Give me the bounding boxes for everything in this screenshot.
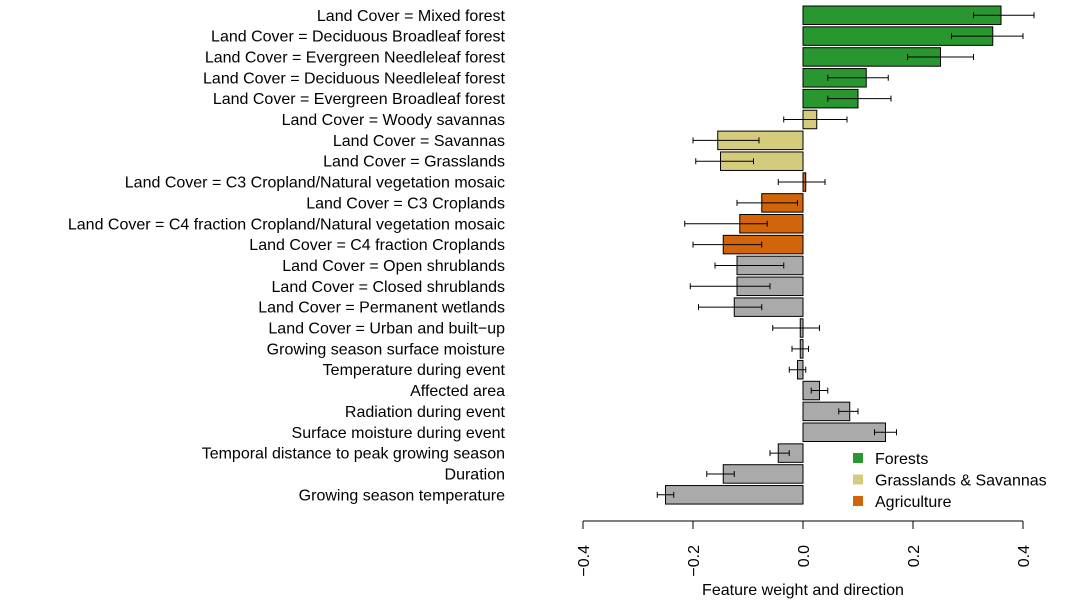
legend-label: Agriculture <box>875 494 952 511</box>
category-labels: Land Cover = Mixed forest Land Cover = De… <box>68 8 506 505</box>
category-label: Land Cover = Permanent wetlands <box>258 300 505 317</box>
category-label: Land Cover = Mixed forest <box>317 8 506 25</box>
x-axis: −0.4 −0.2 0.0 0.2 0.4 <box>576 520 1033 577</box>
legend-swatch <box>853 496 863 506</box>
category-label: Duration <box>445 466 505 483</box>
category-label: Land Cover = C4 fraction Cropland/Natura… <box>68 216 505 233</box>
bar <box>802 422 886 442</box>
category-label: Surface moisture during event <box>292 425 506 442</box>
category-label: Land Cover = Woody savannas <box>282 112 505 129</box>
category-label: Land Cover = Savannas <box>333 133 505 150</box>
category-label: Growing season surface moisture <box>267 341 505 358</box>
category-label: Temperature during event <box>323 362 506 379</box>
x-tick-label: 0.0 <box>796 545 813 567</box>
x-tick-label: −0.2 <box>686 545 703 577</box>
category-label: Affected area <box>410 383 505 400</box>
category-label: Land Cover = C3 Cropland/Natural vegetat… <box>125 175 505 192</box>
category-label: Land Cover = C4 fraction Croplands <box>249 237 505 254</box>
legend-swatch <box>853 453 863 463</box>
category-label: Land Cover = C3 Croplands <box>306 195 505 212</box>
category-label: Land Cover = Evergreen Needleleaf forest <box>205 49 506 66</box>
legend-swatch <box>853 474 863 485</box>
bar <box>722 464 804 484</box>
x-tick-label: −0.4 <box>576 545 593 577</box>
legend-label: Forests <box>875 451 928 468</box>
bars-layer <box>656 5 1035 505</box>
category-label: Land Cover = Open shrublands <box>282 258 505 275</box>
category-label: Land Cover = Grasslands <box>323 154 505 171</box>
x-tick-label: 0.2 <box>906 545 923 567</box>
category-label: Land Cover = Deciduous Broadleaf forest <box>211 29 506 46</box>
x-axis-title: Feature weight and direction <box>702 582 904 599</box>
category-label: Radiation during event <box>345 404 506 421</box>
bar <box>802 5 1002 25</box>
category-label: Land Cover = Deciduous Needleleaf forest <box>203 70 506 87</box>
legend-label: Grasslands & Savannas <box>875 473 1047 490</box>
category-label: Temporal distance to peak growing season <box>202 446 505 463</box>
bar <box>665 485 804 505</box>
x-tick-label: 0.4 <box>1016 545 1033 567</box>
category-label: Land Cover = Closed shrublands <box>272 279 505 296</box>
legend: Forests Grasslands & Savannas Agriculture <box>853 451 1047 511</box>
category-label: Growing season temperature <box>299 487 505 504</box>
category-label: Land Cover = Evergreen Broadleaf forest <box>213 91 506 108</box>
category-label: Land Cover = Urban and built−up <box>268 321 505 338</box>
